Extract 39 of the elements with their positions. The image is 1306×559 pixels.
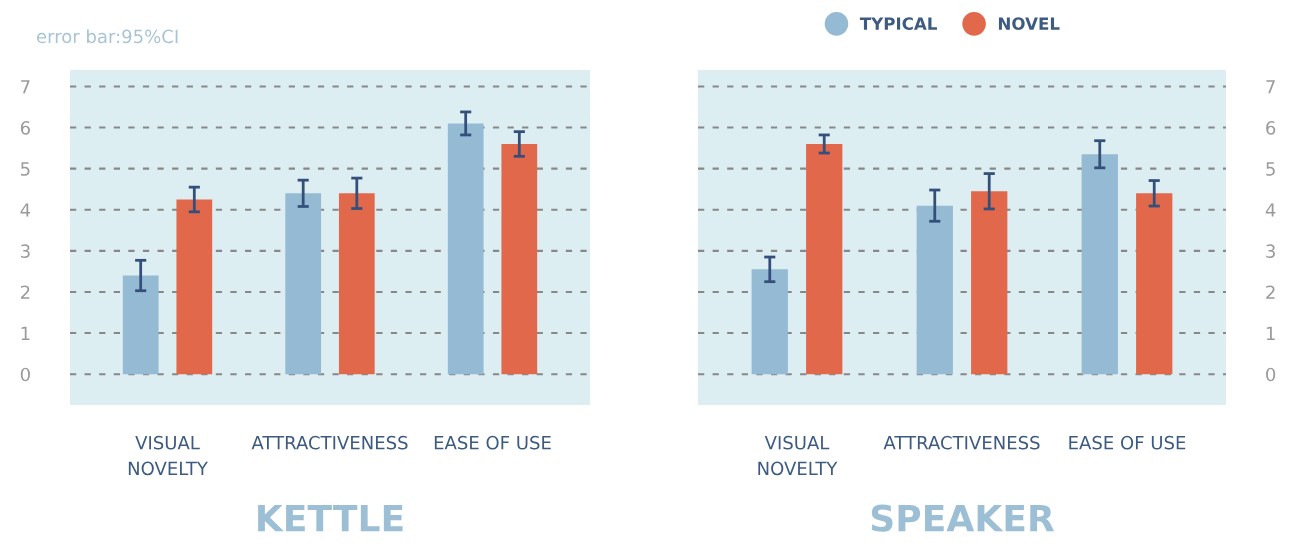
y-tick-label: 5 [21, 162, 30, 176]
x-tick-label: ATTRACTIVENESS [883, 435, 1040, 450]
bar [338, 193, 375, 375]
y-tick-label: 3 [1266, 244, 1275, 258]
y-tick-label: 7 [21, 80, 30, 94]
y-tick-label: 4 [20, 203, 31, 217]
y-tick-label: 7 [1266, 80, 1275, 94]
bar [1136, 193, 1173, 375]
text: KETTLE [258, 504, 403, 532]
bar [176, 199, 213, 375]
bar [751, 269, 788, 375]
bar [971, 191, 1008, 375]
y-tick-label: 0 [1266, 367, 1276, 382]
x-tick-label: VISUAL NOVELTY [128, 435, 208, 476]
y-tick-label: 2 [1266, 285, 1275, 299]
text: SPEAKER [871, 504, 1055, 532]
x-tick-label: ATTRACTIVENESS [251, 435, 408, 450]
bar [285, 193, 322, 375]
bar [501, 143, 538, 375]
x-tick-label: VISUAL NOVELTY [758, 435, 838, 476]
legend-label: NOVEL [998, 17, 1060, 30]
bar [1081, 154, 1118, 375]
bar [916, 205, 953, 375]
x-tick-label: EASE OF USE [1069, 435, 1186, 450]
y-tick-label: 1 [21, 326, 30, 340]
bar [806, 143, 843, 375]
x-tick-label: EASE OF USE [434, 435, 551, 450]
bar [122, 275, 159, 375]
y-tick-label: 4 [1265, 203, 1276, 217]
y-tick-label: 1 [1266, 326, 1275, 340]
legend-label: TYPICAL [859, 17, 937, 30]
text: error bar:95%CI [37, 29, 178, 44]
bar [447, 123, 484, 375]
y-tick-label: 5 [1266, 162, 1275, 176]
y-tick-label: 0 [20, 367, 30, 382]
y-tick-label: 2 [20, 285, 30, 299]
y-tick-label: 6 [1266, 121, 1276, 135]
y-tick-label: 6 [20, 121, 30, 135]
y-tick-label: 3 [21, 244, 30, 258]
